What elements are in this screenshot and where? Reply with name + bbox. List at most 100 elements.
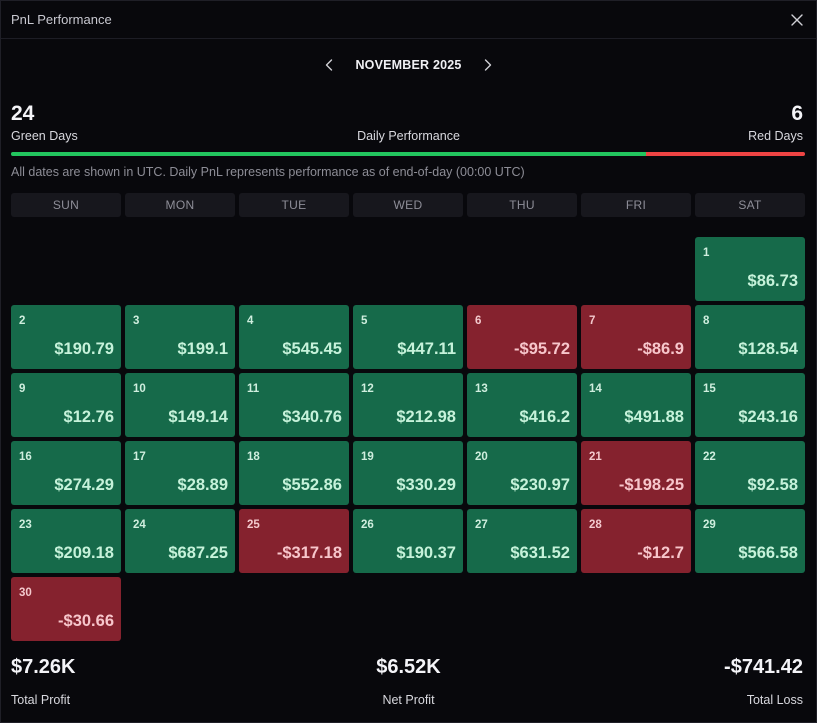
- day-pnl-value: -$95.72: [514, 340, 570, 358]
- day-pnl-value: $92.58: [747, 476, 798, 494]
- day-cell-3[interactable]: 3 $199.1: [125, 305, 235, 369]
- day-cell-11[interactable]: 11 $340.76: [239, 373, 349, 437]
- day-number: 16: [19, 451, 32, 463]
- calendar-blank-cell: [353, 237, 463, 301]
- day-cell-29[interactable]: 29 $566.58: [695, 509, 805, 573]
- day-number: 4: [247, 315, 254, 327]
- day-pnl-value: $230.97: [510, 476, 570, 494]
- day-pnl-value: $274.29: [54, 476, 114, 494]
- day-pnl-value: $199.1: [177, 340, 228, 358]
- window-title: PnL Performance: [11, 12, 112, 27]
- day-cell-7[interactable]: 7 -$86.9: [581, 305, 691, 369]
- calendar-grid: 1 $86.73 2 $190.79 3 $199.1 4 $545.45 5 $447.11 6 -…: [11, 237, 805, 641]
- total-profit-label: Total Profit: [11, 693, 71, 707]
- day-pnl-value: -$86.9: [637, 340, 684, 358]
- day-number: 28: [589, 519, 602, 531]
- chevron-right-icon[interactable]: [484, 59, 492, 71]
- chevron-left-icon[interactable]: [325, 59, 333, 71]
- close-icon[interactable]: [791, 14, 803, 26]
- day-pnl-value: $687.25: [168, 544, 228, 562]
- day-cell-12[interactable]: 12 $212.98: [353, 373, 463, 437]
- day-pnl-value: $552.86: [282, 476, 342, 494]
- day-pnl-value: $243.16: [738, 408, 798, 426]
- day-pnl-value: $12.76: [63, 408, 114, 426]
- green-days-count: 24: [11, 102, 35, 125]
- weekday-tue: TUE: [239, 193, 349, 217]
- day-cell-9[interactable]: 9 $12.76: [11, 373, 121, 437]
- day-cell-14[interactable]: 14 $491.88: [581, 373, 691, 437]
- day-pnl-value: $209.18: [54, 544, 114, 562]
- weekday-mon: MON: [125, 193, 235, 217]
- day-cell-16[interactable]: 16 $274.29: [11, 441, 121, 505]
- day-cell-24[interactable]: 24 $687.25: [125, 509, 235, 573]
- day-cell-19[interactable]: 19 $330.29: [353, 441, 463, 505]
- total-profit-value: $7.26K: [11, 656, 76, 678]
- day-cell-21[interactable]: 21 -$198.25: [581, 441, 691, 505]
- day-cell-2[interactable]: 2 $190.79: [11, 305, 121, 369]
- day-cell-30[interactable]: 30 -$30.66: [11, 577, 121, 641]
- day-number: 13: [475, 383, 488, 395]
- day-number: 25: [247, 519, 260, 531]
- day-cell-22[interactable]: 22 $92.58: [695, 441, 805, 505]
- day-pnl-value: $28.89: [177, 476, 228, 494]
- day-pnl-value: $128.54: [738, 340, 798, 358]
- prev-month-button[interactable]: [321, 57, 337, 73]
- day-pnl-value: -$317.18: [276, 544, 342, 562]
- day-number: 1: [703, 247, 710, 259]
- total-loss-label: Total Loss: [746, 693, 803, 707]
- net-profit-value: $6.52K: [376, 656, 441, 678]
- day-cell-26[interactable]: 26 $190.37: [353, 509, 463, 573]
- day-cell-27[interactable]: 27 $631.52: [467, 509, 577, 573]
- calendar-blank-cell: [11, 237, 121, 301]
- next-month-button[interactable]: [480, 57, 496, 73]
- day-cell-20[interactable]: 20 $230.97: [467, 441, 577, 505]
- day-cell-18[interactable]: 18 $552.86: [239, 441, 349, 505]
- day-number: 7: [589, 315, 596, 327]
- day-cell-28[interactable]: 28 -$12.7: [581, 509, 691, 573]
- close-button[interactable]: [786, 9, 808, 31]
- day-number: 18: [247, 451, 260, 463]
- day-number: 9: [19, 383, 26, 395]
- day-cell-6[interactable]: 6 -$95.72: [467, 305, 577, 369]
- day-pnl-value: $149.14: [168, 408, 228, 426]
- utc-note: All dates are shown in UTC. Daily PnL re…: [11, 165, 525, 179]
- day-number: 27: [475, 519, 488, 531]
- day-number: 17: [133, 451, 146, 463]
- day-number: 22: [703, 451, 716, 463]
- day-number: 29: [703, 519, 716, 531]
- day-pnl-value: $190.37: [396, 544, 456, 562]
- day-cell-1[interactable]: 1 $86.73: [695, 237, 805, 301]
- month-navigator: NOVEMBER 2025: [1, 55, 816, 75]
- day-pnl-value: $416.2: [519, 408, 570, 426]
- month-label: NOVEMBER 2025: [355, 58, 462, 72]
- day-pnl-value: $212.98: [396, 408, 456, 426]
- day-cell-25[interactable]: 25 -$317.18: [239, 509, 349, 573]
- day-pnl-value: $340.76: [282, 408, 342, 426]
- daily-performance-label: Daily Performance: [357, 129, 460, 143]
- day-number: 20: [475, 451, 488, 463]
- day-cell-4[interactable]: 4 $545.45: [239, 305, 349, 369]
- day-pnl-value: -$198.25: [618, 476, 684, 494]
- day-pnl-value: -$30.66: [58, 612, 114, 630]
- day-pnl-value: $631.52: [510, 544, 570, 562]
- weekday-sat: SAT: [695, 193, 805, 217]
- green-red-ratio-bar: [11, 152, 805, 156]
- day-pnl-value: $491.88: [624, 408, 684, 426]
- day-number: 21: [589, 451, 602, 463]
- ratio-bar-green-segment: [11, 152, 647, 156]
- day-number: 8: [703, 315, 710, 327]
- day-cell-15[interactable]: 15 $243.16: [695, 373, 805, 437]
- day-cell-13[interactable]: 13 $416.2: [467, 373, 577, 437]
- day-number: 2: [19, 315, 26, 327]
- day-pnl-value: $545.45: [282, 340, 342, 358]
- day-cell-17[interactable]: 17 $28.89: [125, 441, 235, 505]
- weekday-wed: WED: [353, 193, 463, 217]
- day-cell-5[interactable]: 5 $447.11: [353, 305, 463, 369]
- calendar-blank-cell: [239, 237, 349, 301]
- weekday-header: SUN MON TUE WED THU FRI SAT: [11, 193, 805, 217]
- day-cell-23[interactable]: 23 $209.18: [11, 509, 121, 573]
- day-cell-8[interactable]: 8 $128.54: [695, 305, 805, 369]
- day-cell-10[interactable]: 10 $149.14: [125, 373, 235, 437]
- total-loss-value: -$741.42: [724, 656, 803, 678]
